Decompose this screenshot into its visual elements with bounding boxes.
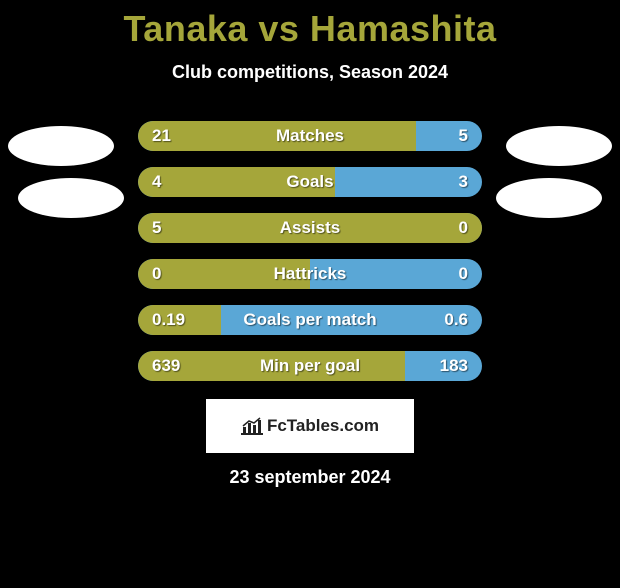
stat-bar-left-fill	[138, 167, 335, 197]
fctables-logo: FcTables.com	[206, 399, 414, 453]
stat-bar-left-fill	[138, 259, 310, 289]
stat-left-value: 4	[152, 172, 161, 192]
stat-right-value: 183	[440, 356, 468, 376]
stat-right-value: 0	[459, 264, 468, 284]
stat-bar-left-fill	[138, 121, 416, 151]
stat-left-value: 21	[152, 126, 171, 146]
stat-row: 0Hattricks0	[138, 259, 482, 289]
stat-left-value: 5	[152, 218, 161, 238]
stat-row: 21Matches5	[138, 121, 482, 151]
stat-left-value: 639	[152, 356, 180, 376]
stat-row: 639Min per goal183	[138, 351, 482, 381]
stat-right-value: 3	[459, 172, 468, 192]
player-left-avatar-1	[8, 126, 114, 166]
comparison-subtitle: Club competitions, Season 2024	[0, 62, 620, 83]
stat-bar-left-fill	[138, 213, 482, 243]
comparison-date: 23 september 2024	[0, 467, 620, 488]
player-right-avatar-1	[506, 126, 612, 166]
stat-left-value: 0	[152, 264, 161, 284]
stat-row: 0.19Goals per match0.6	[138, 305, 482, 335]
fctables-logo-text: FcTables.com	[267, 416, 379, 436]
comparison-title: Tanaka vs Hamashita	[0, 8, 620, 50]
stat-right-value: 5	[459, 126, 468, 146]
player-right-avatar-2	[496, 178, 602, 218]
player-left-avatar-2	[18, 178, 124, 218]
stat-right-value: 0.6	[444, 310, 468, 330]
stat-right-value: 0	[459, 218, 468, 238]
stat-row: 4Goals3	[138, 167, 482, 197]
stat-row: 5Assists0	[138, 213, 482, 243]
stat-left-value: 0.19	[152, 310, 185, 330]
fctables-chart-icon	[241, 417, 263, 435]
